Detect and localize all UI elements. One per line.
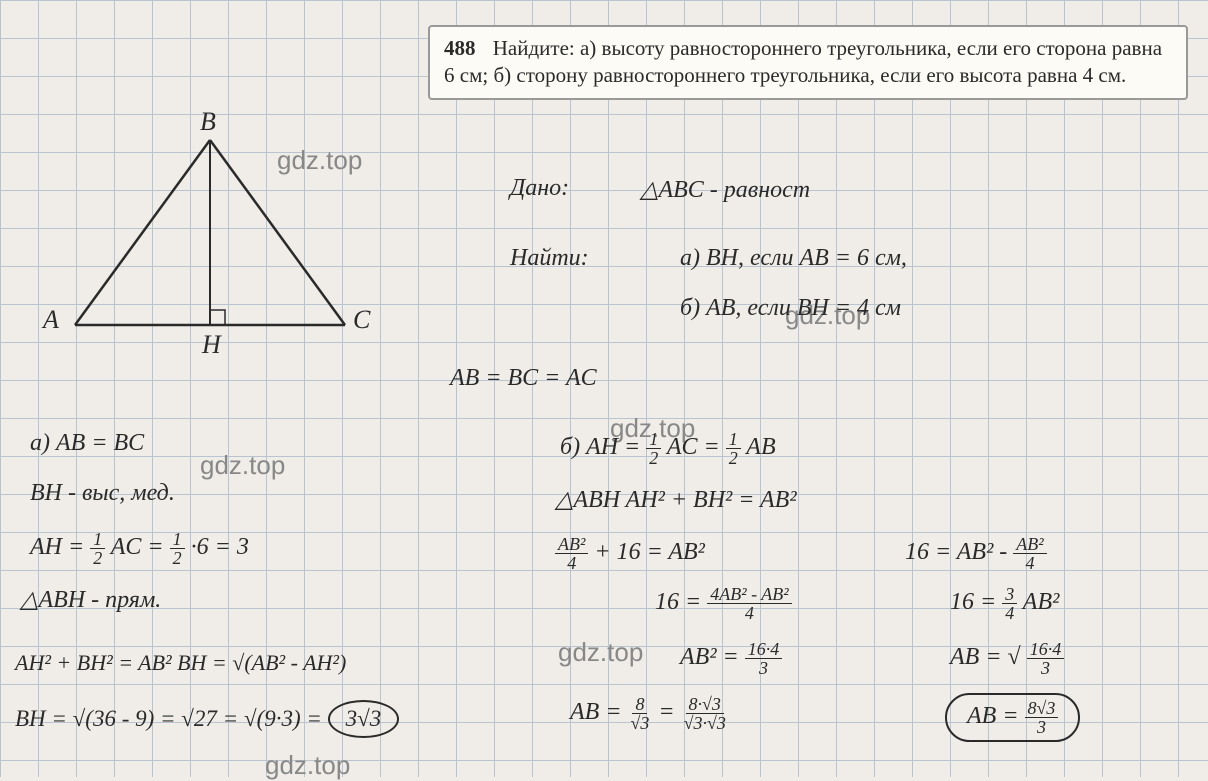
sb-l1-p: б) AH = — [560, 434, 646, 460]
f1d: 2 — [90, 549, 105, 567]
sb-l4r-p: 16 = — [950, 589, 1002, 615]
sb-l4r-s: AB² — [1023, 589, 1060, 615]
sb-l4l-p: 16 = — [655, 589, 707, 615]
sb6f1d: √3 — [628, 714, 653, 732]
sb-l6-p: AB = — [570, 699, 628, 725]
sol-b-line5-right: AB = √ 16·43 — [950, 640, 1064, 677]
sol-b-line6: AB = 8√3 = 8·√3√3·√3 — [570, 695, 729, 732]
sol-b-line1: б) AH = 12 AC = 12 AB — [560, 430, 776, 467]
find-part-b: б) AB, если BH = 4 см — [680, 295, 901, 322]
given-label: Дано: — [510, 175, 569, 202]
sbf1d: 2 — [646, 449, 661, 467]
sb3ld: 4 — [564, 554, 579, 572]
sol-a-l3-suffix: ·6 = 3 — [191, 534, 249, 560]
sol-b-line2: △ABH AH² + BH² = AB² — [555, 485, 797, 514]
sol-b-answer: AB = 8√33 — [945, 693, 1080, 742]
sb3rd: 4 — [1022, 554, 1037, 572]
sb4rd: 4 — [1002, 604, 1017, 622]
sol-b-line4-right: 16 = 34 AB² — [950, 585, 1059, 622]
sb4ln: 4AB² - AB² — [707, 585, 791, 604]
sbansd: 3 — [1034, 718, 1049, 736]
find-part-a: а) BH, если AB = 6 см, — [680, 245, 907, 272]
sb-l5l-p: AB² = — [680, 644, 745, 670]
sol-b-line5-left: AB² = 16·43 — [680, 640, 782, 677]
sol-a-line6: BH = √(36 - 9) = √27 = √(9·3) = 3√3 — [15, 700, 399, 738]
problem-statement-box: 488 Найдите: а) высоту равностороннего т… — [428, 25, 1188, 100]
sb3rn: AB² — [1013, 535, 1046, 554]
sb-l3r-p: 16 = AB² - — [905, 539, 1013, 565]
problem-number: 488 — [444, 35, 476, 62]
sol-b-line3-right: 16 = AB² - AB²4 — [905, 535, 1047, 572]
vertex-a-label: A — [43, 305, 59, 335]
sb4ld: 4 — [742, 604, 757, 622]
sol-a-l3-mid: AC = — [111, 534, 170, 560]
sol-a-line5: AH² + BH² = AB² BH = √(AB² - AH²) — [15, 650, 346, 676]
vertex-b-label: B — [200, 107, 216, 137]
f2d: 2 — [170, 549, 185, 567]
given-text: △ABC - равност — [640, 175, 810, 204]
problem-text: Найдите: а) высоту равностороннего треуг… — [444, 36, 1162, 87]
sb4rn: 3 — [1002, 585, 1017, 604]
sol-a-line3: AH = 12 AC = 12 ·6 = 3 — [30, 530, 249, 567]
f2n: 1 — [170, 530, 185, 549]
sol-a-line2: BH - выс, мед. — [30, 480, 175, 507]
sb-l1-s: AB — [746, 434, 775, 460]
sol-a-l3-prefix: AH = — [30, 534, 90, 560]
sb6f1n: 8 — [632, 695, 647, 714]
sol-b-line3-left: AB²4 + 16 = AB² — [555, 535, 705, 572]
vertex-c-label: C — [353, 305, 370, 335]
sb5ld: 3 — [756, 659, 771, 677]
sol-a-line4: △ABH - прям. — [20, 585, 161, 614]
triangle-diagram: B A C H — [45, 125, 375, 365]
sb3ln: AB² — [555, 535, 588, 554]
sol-a-l6-text: BH = √(36 - 9) = √27 = √(9·3) = — [15, 706, 322, 731]
sbf2n: 1 — [726, 430, 741, 449]
sb-l1-m: AC = — [667, 434, 726, 460]
f1n: 1 — [90, 530, 105, 549]
sb-l6-m: = — [658, 699, 680, 725]
sb6f2n: 8·√3 — [686, 695, 724, 714]
vertex-h-label: H — [202, 330, 221, 360]
find-label: Найти: — [510, 245, 589, 272]
sb5rn: 16·4 — [1027, 640, 1065, 659]
sol-a-line1: а) AB = BC — [30, 430, 144, 457]
sb5ln: 16·4 — [745, 640, 783, 659]
sb-ans-p: AB = — [967, 703, 1025, 729]
sb-l5r-p: AB = √ — [950, 644, 1021, 670]
sbf2d: 2 — [726, 449, 741, 467]
sb6f2d: √3·√3 — [681, 714, 729, 732]
sbansn: 8√3 — [1025, 699, 1059, 718]
triangle-svg — [45, 125, 375, 365]
sbf1n: 1 — [646, 430, 661, 449]
sol-b-line4-left: 16 = 4AB² - AB²4 — [655, 585, 792, 622]
sb5rd: 3 — [1038, 659, 1053, 677]
sb-l3l-s: + 16 = AB² — [594, 539, 704, 565]
equality-line: AB = BC = AC — [450, 365, 597, 392]
sol-a-answer: 3√3 — [328, 700, 400, 738]
